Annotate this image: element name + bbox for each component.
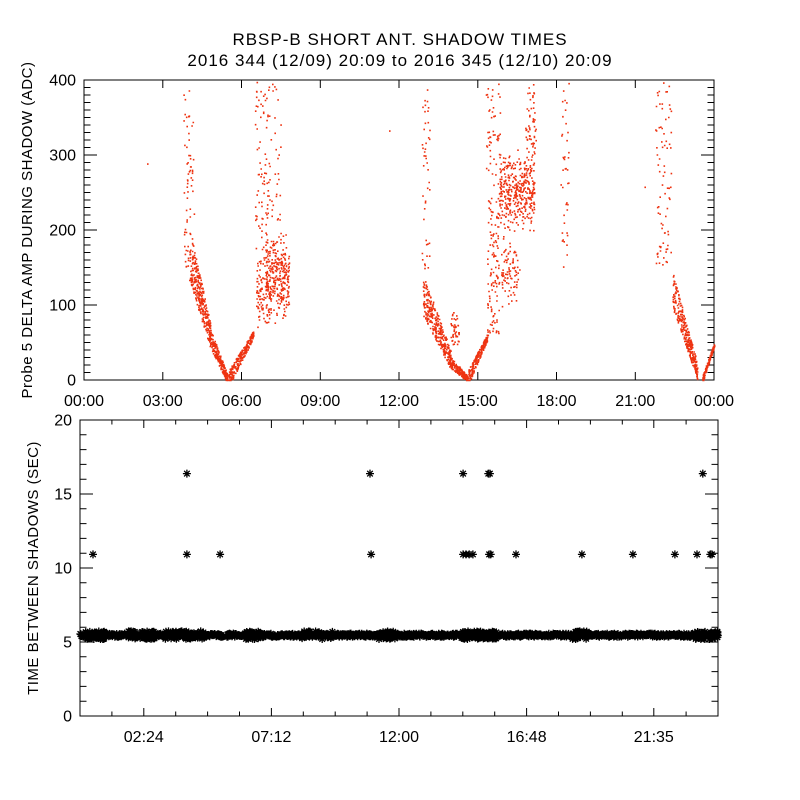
x-tick-label: 00:00: [64, 393, 104, 410]
figure-title: RBSP-B SHORT ANT. SHADOW TIMES: [232, 30, 567, 49]
y-tick-label: 15: [54, 487, 72, 504]
x-tick-label: 12:00: [379, 729, 419, 746]
y-tick-label: 5: [63, 635, 72, 652]
top-panel-frame: [83, 79, 715, 381]
x-tick-label: 06:00: [221, 393, 261, 410]
time-between-shadows-asterisks: [76, 469, 722, 643]
y-tick-label: 200: [49, 223, 76, 240]
bottom-panel-frame: [79, 419, 719, 717]
bottom-panel-scatter-points: [76, 469, 722, 643]
axis-tick-marks: [80, 419, 719, 717]
x-tick-label: 18:00: [536, 393, 576, 410]
y-tick-label: 20: [54, 413, 72, 430]
top-panel-tick-labels: 00:00 03:00 06:00 09:00 12:00 15:00 18:00 21:00…: [49, 73, 734, 411]
y-tick-label: 0: [63, 709, 72, 726]
axis-tick-marks: [83, 79, 715, 381]
bottom-panel-axis-ticks: [80, 419, 719, 717]
x-tick-label: 02:24: [124, 729, 164, 746]
delta-amp-scatter-dots: [147, 81, 716, 382]
bottom-panel-time-between-shadows: 02:24 07:12 12:00 16:48 21:35 0 5 10 15 20 TIME B…: [25, 413, 722, 747]
x-tick-label: 03:00: [143, 393, 183, 410]
x-tick-label: 21:00: [615, 393, 655, 410]
x-tick-label: 00:00: [694, 393, 734, 410]
x-tick-label: 21:35: [634, 729, 674, 746]
x-tick-label: 09:00: [300, 393, 340, 410]
top-panel-delta-amp: 00:00 03:00 06:00 09:00 12:00 15:00 18:00 21:00…: [19, 62, 734, 410]
y-tick-label: 100: [49, 298, 76, 315]
bottom-panel-tick-labels: 02:24 07:12 12:00 16:48 21:35 0 5 10 15 20: [54, 413, 674, 747]
x-tick-label: 15:00: [458, 393, 498, 410]
top-panel-y-axis-title: Probe 5 DELTA AMP DURING SHADOW (ADC): [19, 62, 36, 399]
x-tick-label: 12:00: [379, 393, 419, 410]
y-tick-label: 300: [49, 148, 76, 165]
bottom-panel-y-axis-title: TIME BETWEEN SHADOWS (SEC): [25, 441, 42, 695]
x-tick-label: 16:48: [507, 729, 547, 746]
y-tick-label: 10: [54, 561, 72, 578]
y-tick-label: 400: [49, 73, 76, 90]
top-panel-scatter-points: [147, 81, 716, 382]
x-tick-label: 07:12: [251, 729, 291, 746]
top-panel-axis-ticks: [83, 79, 715, 381]
y-tick-label: 0: [67, 373, 76, 390]
figure-subtitle: 2016 344 (12/09) 20:09 to 2016 345 (12/1…: [187, 51, 612, 70]
